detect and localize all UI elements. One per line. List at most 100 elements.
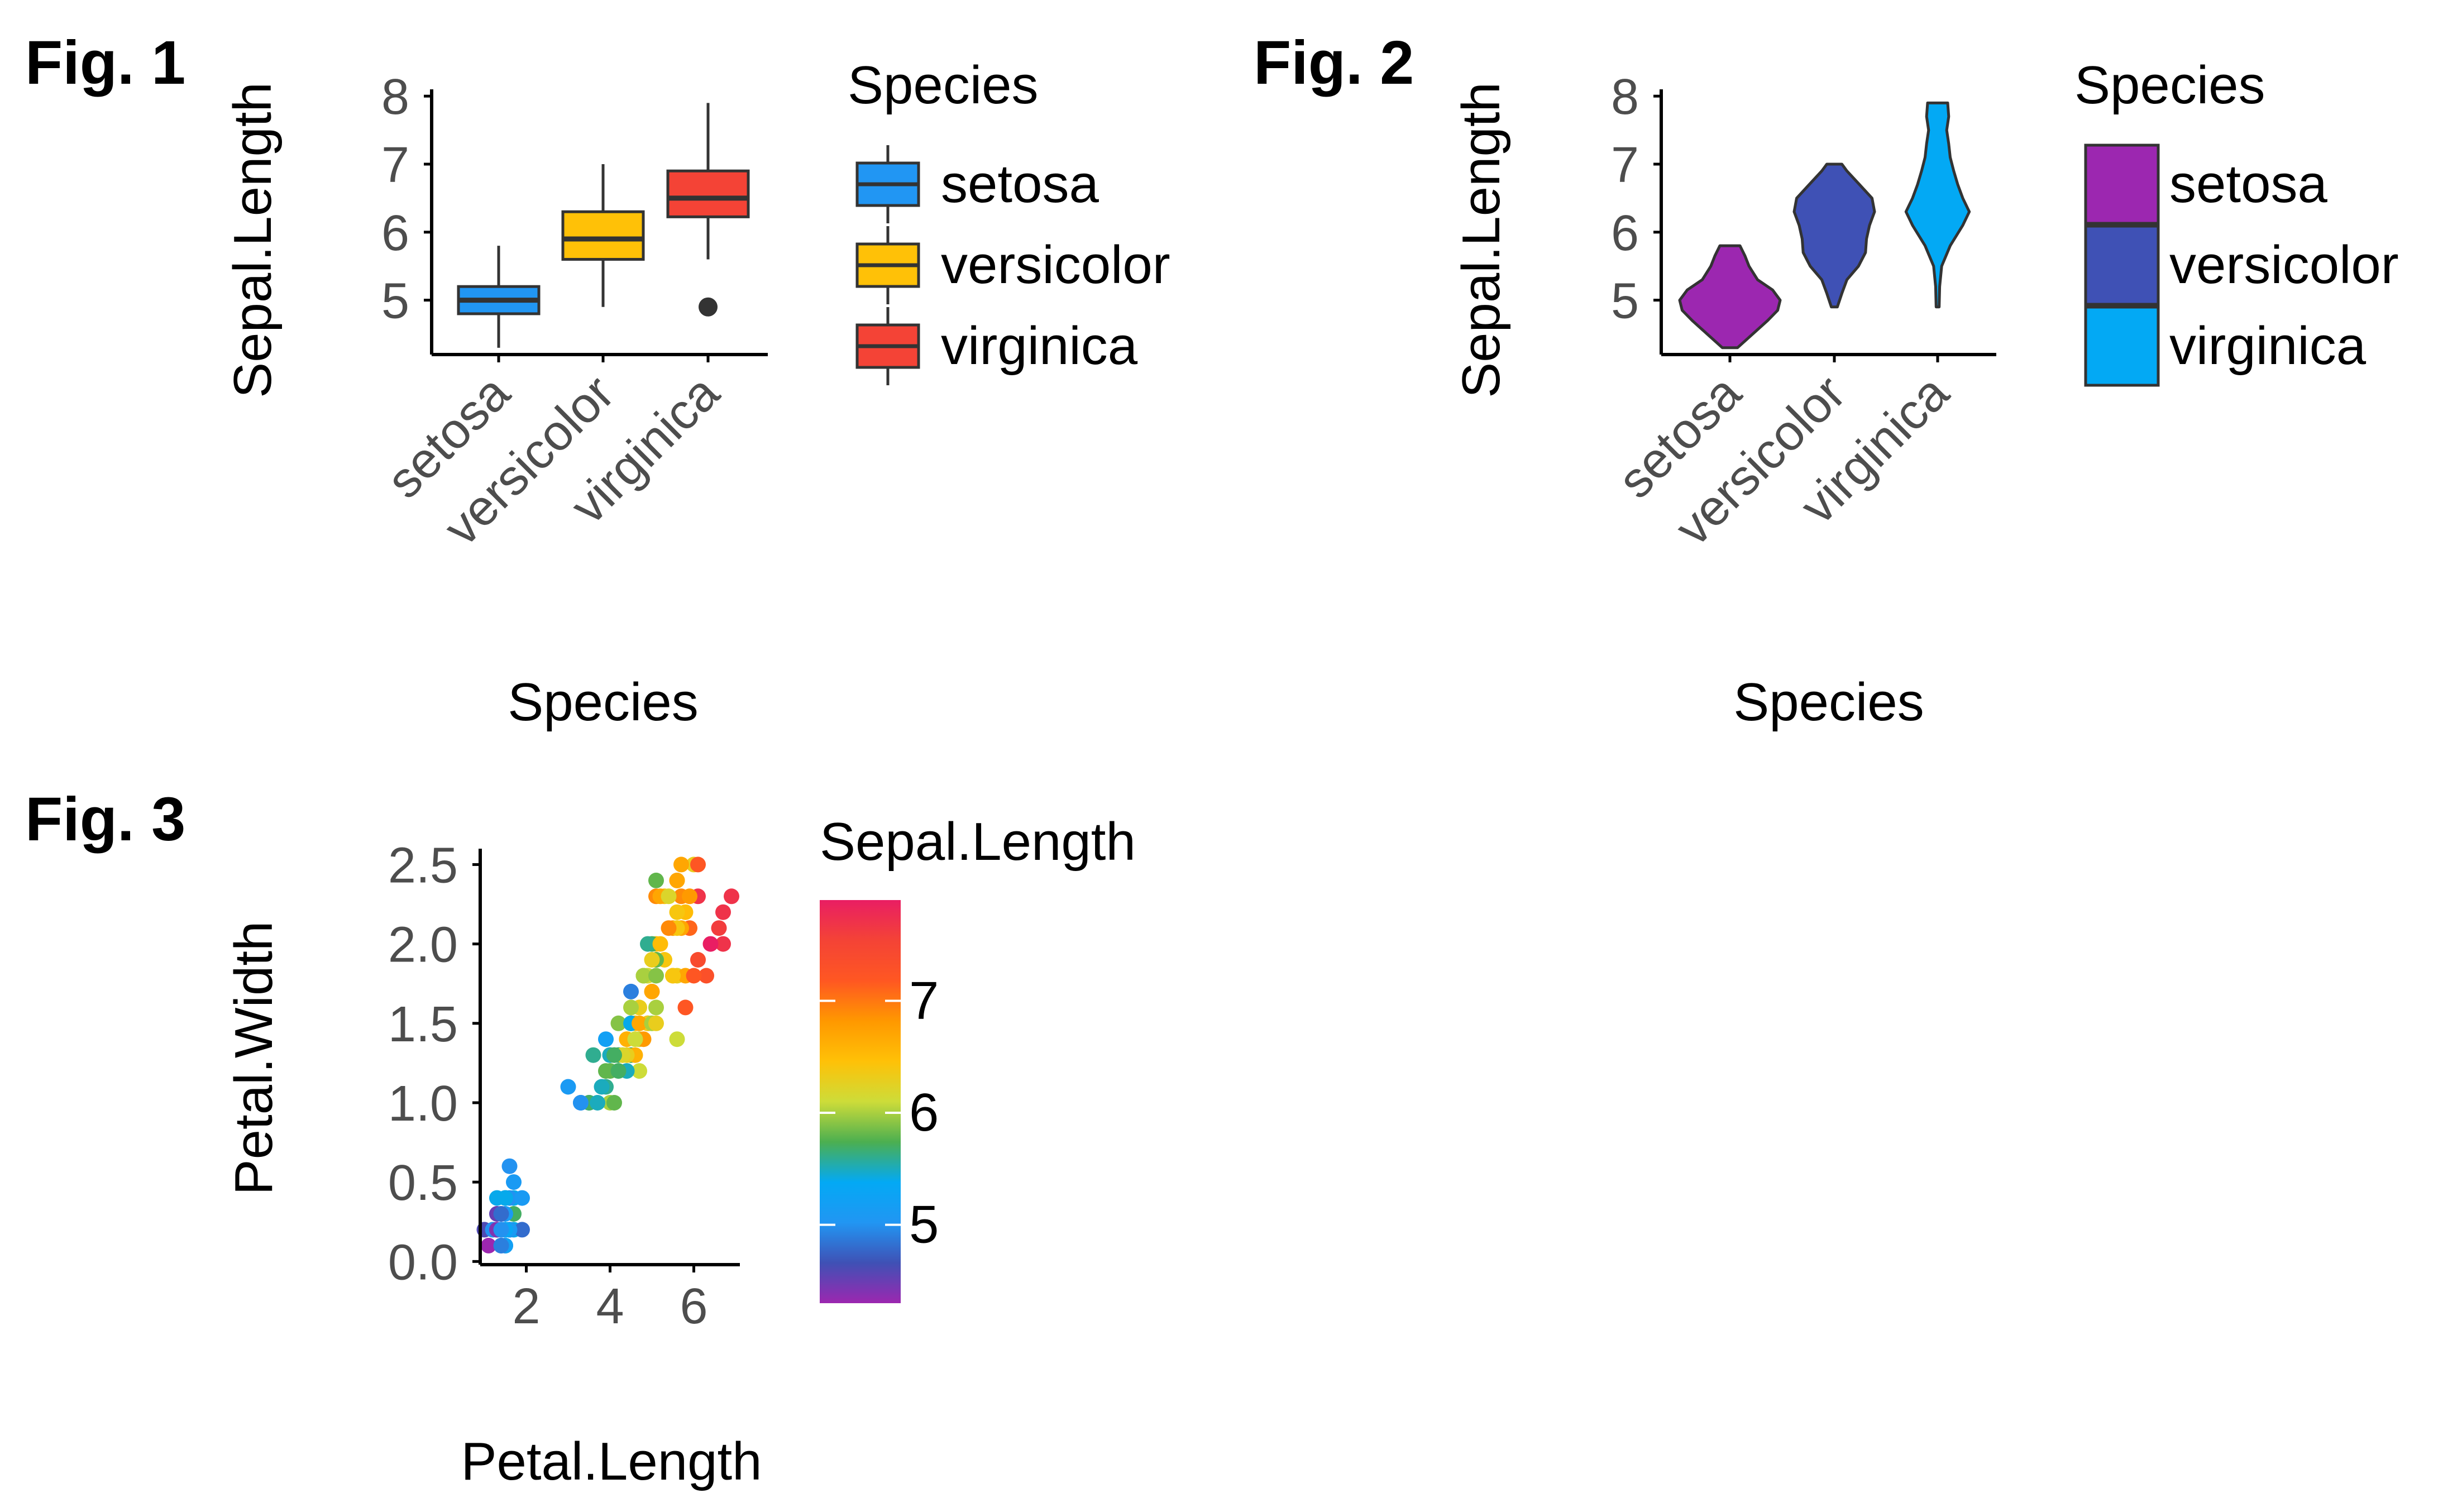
- fig3-x-axis-title: Petal.Length: [461, 1432, 762, 1491]
- fig1-legend-item-setosa: setosa: [855, 145, 1099, 223]
- fig3-y-tick-label: 2.0: [388, 917, 458, 973]
- fig2-legend-title: Species: [2074, 55, 2265, 115]
- fig2-y-ticks: 5 6 7 8: [1611, 69, 1661, 329]
- fig2-violin: Fig. 2 5 6 7 8 setosa versicolor virginica Sp…: [1254, 28, 2399, 732]
- fig2-legend-item-virginica: virginica: [2084, 305, 2366, 387]
- fig3-point: [690, 952, 706, 968]
- fig2-legend-label: setosa: [2169, 154, 2327, 214]
- fig3-point: [648, 999, 664, 1016]
- fig3-point: [661, 920, 677, 936]
- fig3-plot-area: [476, 857, 739, 1253]
- fig1-legend-title: Species: [848, 55, 1039, 115]
- fig3-point: [686, 968, 702, 984]
- fig3-point: [652, 936, 668, 952]
- fig3-point: [644, 952, 660, 968]
- fig2-legend-item-setosa: setosa: [2084, 143, 2327, 225]
- fig3-point: [632, 1015, 647, 1031]
- fig3-point: [606, 1095, 622, 1111]
- fig3-point: [498, 1190, 513, 1206]
- fig3-colorbar-tick-label: 6: [909, 1083, 939, 1142]
- fig2-y-axis-title: Sepal.Length: [1451, 82, 1511, 398]
- fig2-y-tick-label: 5: [1611, 274, 1639, 329]
- fig3-colorbar-tick-label: 7: [909, 971, 939, 1031]
- fig3-point: [481, 1237, 496, 1253]
- fig3-point: [669, 1031, 685, 1047]
- fig3-tag: Fig. 3: [25, 785, 185, 854]
- fig3-point: [715, 904, 731, 920]
- fig3-point: [493, 1206, 509, 1222]
- fig3-point: [640, 936, 656, 952]
- fig3-point: [623, 999, 639, 1016]
- fig3-point: [573, 1095, 589, 1111]
- fig3-y-tick-label: 1.0: [388, 1076, 458, 1132]
- fig3-point: [606, 1047, 622, 1063]
- fig1-y-axis-title: Sepal.Length: [223, 82, 283, 398]
- fig3-colorbar-tick-label: 5: [909, 1195, 939, 1255]
- fig3-point: [632, 1063, 647, 1079]
- fig1-legend-label: versicolor: [941, 235, 1170, 295]
- fig3-point: [711, 920, 727, 936]
- fig1-y-tick-label: 6: [381, 205, 409, 261]
- fig3-y-tick-label: 2.5: [388, 838, 458, 893]
- fig3-point: [594, 1079, 610, 1095]
- fig2-y-tick-label: 8: [1611, 69, 1639, 125]
- fig3-point: [635, 968, 652, 984]
- fig1-boxplot: Fig. 1 5 6 7 8 setosa versicolor virginica Sp…: [25, 28, 1170, 732]
- fig1-outlier-point: [699, 297, 718, 317]
- fig1-box-setosa: [457, 246, 541, 348]
- fig1-y-tick-label: 8: [381, 69, 409, 125]
- fig3-point: [661, 888, 677, 905]
- fig3-point: [501, 1158, 518, 1174]
- fig3-x-tick-label: 2: [512, 1279, 540, 1334]
- fig2-tag: Fig. 2: [1254, 28, 1414, 97]
- fig2-legend-item-versicolor: versicolor: [2084, 224, 2399, 306]
- fig1-axes: [430, 89, 768, 356]
- fig3-x-tick-label: 6: [680, 1279, 707, 1334]
- fig2-legend-label: versicolor: [2169, 235, 2399, 295]
- fig1-legend-items: setosa versicolor virginica: [855, 145, 1170, 385]
- fig1-box-body: [561, 210, 645, 261]
- fig1-y-tick-label: 7: [381, 137, 409, 193]
- fig2-legend-label: virginica: [2169, 316, 2366, 376]
- fig3-y-tick-label: 0.5: [388, 1155, 458, 1211]
- fig2-legend-key: [2084, 224, 2160, 306]
- fig1-legend-label: virginica: [941, 316, 1138, 376]
- fig3-y-ticks: 0.0 0.5 1.0 1.5 2.0 2.5: [388, 838, 480, 1290]
- fig3-point: [724, 888, 739, 905]
- fig3-point: [699, 968, 714, 984]
- fig2-violin-virginica: [1904, 101, 1971, 309]
- fig2-plot-area: [1678, 101, 1971, 350]
- fig2-legend-key: [2084, 305, 2160, 387]
- fig2-violin-setosa: [1678, 244, 1782, 350]
- fig3-point: [669, 904, 685, 920]
- fig3-y-tick-label: 0.0: [388, 1235, 458, 1290]
- fig3-point: [682, 888, 697, 905]
- fig3-point: [514, 1222, 530, 1238]
- fig1-plot-area: [457, 103, 750, 348]
- fig3-colorbar-ticks: 5 6 7: [820, 971, 939, 1255]
- fig1-box-versicolor: [561, 164, 645, 307]
- fig3-point: [644, 983, 660, 999]
- fig3-point: [648, 872, 664, 888]
- fig3-point: [623, 983, 639, 999]
- fig3-point: [673, 857, 689, 873]
- fig3-point: [669, 872, 685, 888]
- fig2-legend-items: setosa versicolor virginica: [2084, 143, 2399, 387]
- fig3-point: [493, 1237, 509, 1253]
- fig3-legend-title: Sepal.Length: [820, 812, 1136, 872]
- fig3-scatter: Fig. 3 0.0 0.5 1.0 1.5 2.0 2.5 2 4 6 Petal.Leng…: [25, 785, 1136, 1491]
- fig3-point: [648, 968, 664, 984]
- fig2-y-tick-label: 7: [1611, 137, 1639, 193]
- fig3-point: [493, 1222, 509, 1238]
- fig3-colorbar-legend: Sepal.Length 5 6 7: [820, 812, 1136, 1303]
- fig1-legend: Species setosa versicolor virginica: [848, 55, 1170, 385]
- fig1-y-tick-label: 5: [381, 274, 409, 329]
- fig3-point: [677, 999, 694, 1016]
- fig3-x-tick-label: 4: [596, 1279, 624, 1334]
- fig3-point: [648, 1015, 664, 1031]
- fig3-point: [560, 1079, 576, 1095]
- fig1-box-virginica: [666, 103, 750, 317]
- fig3-point: [610, 1063, 627, 1079]
- fig3-point: [506, 1174, 522, 1190]
